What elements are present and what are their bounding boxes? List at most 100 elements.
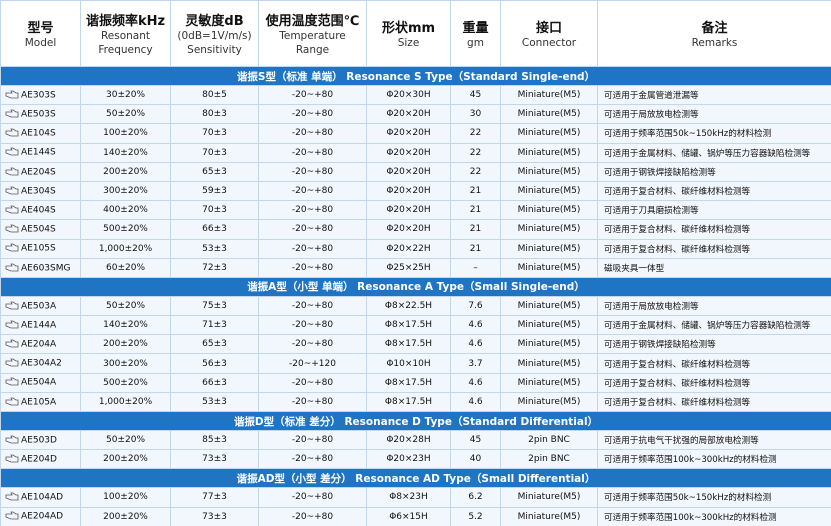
header-text: 灵敏度dB [185, 14, 244, 29]
cell: 140±20% [80, 315, 171, 336]
header-text: Connector [521, 37, 577, 49]
cell: 140±20% [80, 142, 171, 163]
cell: Φ20×30H [366, 84, 451, 106]
header-cell: 谐振频率kHz Resonant Frequency [80, 0, 171, 67]
cell: Φ20×23H [366, 449, 451, 470]
cell: 75±3 [170, 295, 259, 317]
section-title: 谐振D型（标准 差分） Resonance D Type（Standard Di… [0, 411, 831, 431]
cell: 可适用于局放放电检测等 [597, 104, 831, 125]
cell: 73±3 [170, 506, 259, 526]
data-row: AE144S 140±20% 70±3 -20~+80 Φ20×20H 22 Miniatu… [0, 142, 831, 163]
cell: 73±3 [170, 449, 259, 470]
model: AE105A [21, 397, 57, 408]
section-row: 谐振A型（小型 单端） Resonance A Type（Small Singl… [0, 276, 831, 297]
model: AE204A [21, 339, 57, 350]
cell: Φ8×17.5H [366, 315, 451, 336]
cell: 50±20% [80, 295, 171, 317]
cell: Miniature(M5) [500, 295, 598, 317]
header-row: 型号 Model 谐振频率kHz Resonant Frequency 灵敏度dB (0dB… [0, 0, 831, 67]
header-text: Model [24, 37, 57, 49]
data-row: AE105S 1,000±20% 53±3 -20~+80 Φ20×22H 21 Minia… [0, 238, 831, 259]
cell: Miniature(M5) [500, 391, 598, 413]
cell: 可适用于刀具磨损检测等 [597, 200, 831, 221]
section-row: 谐振S型（标准 单端） Resonance S Type（Standard Si… [0, 66, 831, 86]
cell: Miniature(M5) [500, 238, 598, 259]
cell: 85±3 [170, 429, 259, 451]
hand-icon [5, 454, 19, 463]
cell: -20~+80 [258, 429, 367, 451]
cell: Miniature(M5) [500, 372, 598, 393]
cell: Miniature(M5) [500, 84, 598, 106]
cell: AE105A [0, 391, 81, 413]
cell: -20~+80 [258, 295, 367, 317]
header-text: 重量 [462, 21, 489, 36]
cell: AE204S [0, 161, 81, 182]
model: AE204AD [21, 511, 64, 522]
cell: 4.6 [450, 391, 501, 413]
cell: 可适用于钢铁焊接缺陷检测等 [597, 334, 831, 355]
cell: 可适用于频率范围50k~150kHz的材料检测 [597, 487, 831, 508]
header-cell: 形状mm Size [366, 0, 451, 67]
cell: Φ20×22H [366, 238, 451, 259]
model: AE304A2 [21, 358, 62, 369]
cell: 1,000±20% [80, 391, 171, 413]
data-row: AE303S 30±20% 80±5 -20~+80 Φ20×30H 45 Miniatur… [0, 84, 831, 106]
cell: Φ6×15H [366, 506, 451, 526]
cell: -20~+80 [258, 200, 367, 221]
cell: 80±5 [170, 84, 259, 106]
cell: AE104S [0, 123, 81, 144]
cell: Φ20×20H [366, 123, 451, 144]
cell: -20~+80 [258, 391, 367, 413]
cell: -20~+80 [258, 334, 367, 355]
cell: Miniature(M5) [500, 334, 598, 355]
hand-icon [5, 320, 19, 329]
cell: Miniature(M5) [500, 315, 598, 336]
cell: 65±3 [170, 334, 259, 355]
hand-icon [5, 435, 19, 444]
cell: 71±3 [170, 315, 259, 336]
cell: 4.6 [450, 372, 501, 393]
cell: Miniature(M5) [500, 161, 598, 182]
cell: AE503D [0, 429, 81, 451]
hand-icon [5, 243, 19, 252]
model: AE603SMG [21, 263, 71, 274]
cell: Miniature(M5) [500, 142, 598, 163]
cell: AE104AD [0, 487, 81, 508]
cell: -20~+80 [258, 84, 367, 106]
model: AE303S [21, 90, 56, 101]
header-text: Remarks [691, 37, 738, 49]
cell: Miniature(M5) [500, 104, 598, 125]
cell: 2pin BNC [500, 449, 598, 470]
header-text: 形状mm [381, 21, 436, 36]
cell: 可适用于复合材料、碳纤维材料检测等 [597, 180, 831, 202]
cell: Φ20×20H [366, 161, 451, 182]
cell: Miniature(M5) [500, 200, 598, 221]
cell: AE603SMG [0, 257, 81, 278]
cell: 可适用于金属管道泄漏等 [597, 84, 831, 106]
cell: Miniature(M5) [500, 506, 598, 526]
cell: -20~+80 [258, 449, 367, 470]
hand-icon [5, 148, 19, 156]
cell: 可适用于频率范围100k~300kHz的材料检测 [597, 506, 831, 526]
cell: 可适用于抗电气干扰强的局部放电检测等 [597, 429, 831, 451]
header-text: Resonant [100, 30, 151, 42]
cell: 可适用于金属材料、储罐、锅炉等压力容器缺陷检测等 [597, 142, 831, 163]
cell: 60±20% [80, 257, 171, 278]
cell: 可适用于复合材料、碳纤维材料检测等 [597, 372, 831, 393]
cell: Φ8×17.5H [366, 372, 451, 393]
cell: 66±3 [170, 219, 259, 240]
cell: -20~+80 [258, 238, 367, 259]
model: AE104S [21, 128, 56, 139]
cell: Φ8×17.5H [366, 334, 451, 355]
cell: Φ20×20H [366, 180, 451, 202]
data-row: AE304A2 300±20% 56±3 -20~+120 Φ10×10H 3.7 Mini… [0, 353, 831, 374]
hand-icon [5, 397, 19, 406]
cell: 6.2 [450, 487, 501, 508]
cell: AE144S [0, 142, 81, 163]
data-row: AE104AD 100±20% 77±3 -20~+80 Φ8×23H 6.2 Miniat… [0, 487, 831, 508]
cell: 可适用于复合材料、碳纤维材料检测等 [597, 391, 831, 413]
cell: 21 [450, 238, 501, 259]
header-text: Sensitivity [187, 44, 242, 56]
cell: 500±20% [80, 219, 171, 240]
data-row: AE503D 50±20% 85±3 -20~+80 Φ20×28H 45 2pin BNC… [0, 429, 831, 451]
